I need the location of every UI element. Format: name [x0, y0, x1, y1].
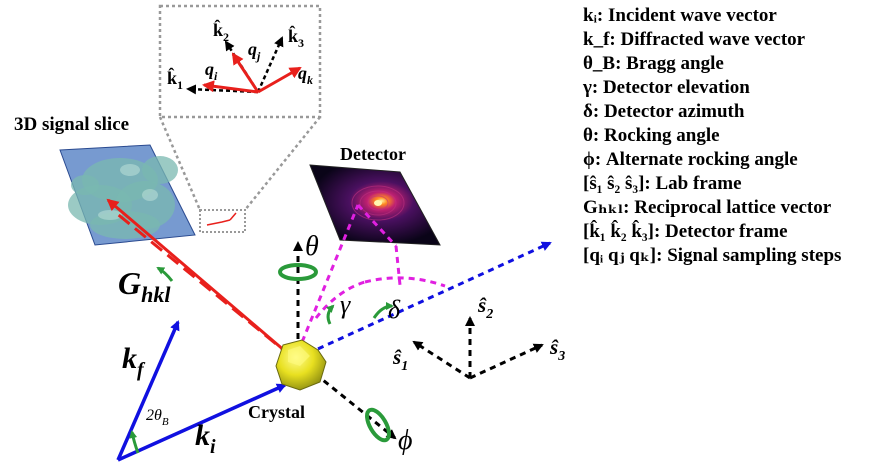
ki-vector [117, 383, 287, 462]
legend-ki: kᵢ: Incident wave vector [583, 5, 777, 26]
inset-k3-axis [256, 36, 284, 93]
inset-zoom: k̂1 k̂2 k̂3 qi qj qk [158, 4, 322, 233]
bragg-angle-label: 2θB [146, 407, 169, 428]
lab-s1-axis [412, 340, 471, 380]
crystal-label: Crystal [248, 402, 305, 422]
detector-panel [309, 164, 441, 246]
delta-label: δ [388, 295, 401, 324]
signal-slice [59, 144, 196, 246]
phi-axis [297, 358, 397, 440]
legend-theta: θ: Rocking angle [583, 125, 720, 146]
inset-k1-axis [186, 84, 259, 95]
legend-sampling-steps: [qᵢ qⱼ qₖ]: Signal sampling steps [583, 245, 842, 266]
inset-qk-vector [257, 66, 302, 94]
detector-angle-lines [296, 203, 446, 353]
inset-box [158, 4, 322, 119]
legend: kᵢ: Incident wave vector k_f: Diffracted… [583, 4, 873, 268]
crystal [275, 339, 327, 391]
kf-vector [116, 320, 180, 461]
ki-label: ki [195, 419, 216, 458]
gamma-label: γ [340, 290, 351, 319]
inset-k3-label: k̂3 [288, 25, 304, 50]
inset-qi-vector [202, 80, 259, 94]
legend-ghkl: Gₕₖₗ: Reciprocal lattice vector [583, 197, 832, 218]
detector [309, 164, 441, 246]
legend-lab-frame: [ŝ₁ ŝ₂ ŝ₃]: Lab frame [583, 173, 742, 194]
inset-k1-label: k̂1 [167, 67, 183, 92]
inset-qj-label: qj [248, 39, 261, 63]
ghkl-arc-arrow [156, 266, 174, 282]
lab-s1-label: ŝ1 [392, 345, 408, 374]
lab-s2-label: ŝ2 [477, 293, 493, 322]
detector-label: Detector [340, 144, 406, 164]
phi-label: ϕ [398, 425, 413, 456]
lab-s3-label: ŝ3 [549, 335, 565, 364]
bragg-arc-arrow [129, 430, 140, 454]
lab-axis-dashed [297, 241, 552, 360]
legend-gamma: γ: Detector elevation [583, 77, 750, 98]
phi-rotation-arrow [365, 407, 391, 443]
ghkl-dashed-line [114, 210, 293, 359]
gamma-arc-arrow [325, 304, 335, 325]
kf-label: kf [122, 342, 146, 381]
signal-slice-label: 3D signal slice [14, 114, 129, 135]
ghkl-vector [106, 198, 293, 359]
legend-delta: δ: Detector azimuth [583, 101, 745, 122]
theta-rotation-arrow [278, 263, 318, 281]
inset-qi-label: qi [205, 59, 218, 83]
inset-qj-vector [231, 52, 260, 93]
delta-arc-arrow [372, 302, 394, 319]
ghkl-label: Ghkl [118, 265, 171, 307]
inset-qk-label: qk [298, 63, 313, 87]
inset-k2-label: k̂2 [213, 19, 229, 44]
lab-s3-axis [469, 343, 544, 380]
signal-cloud [68, 156, 178, 239]
inset-source-box [199, 209, 246, 233]
legend-bragg-angle: θ_B: Bragg angle [583, 53, 724, 74]
legend-phi: ϕ: Alternate rocking angle [583, 149, 798, 170]
legend-kf: k_f: Diffracted wave vector [583, 29, 806, 50]
lab-frame: ŝ1 ŝ2 ŝ3 [392, 293, 565, 380]
legend-detector-frame: [k̂₁ k̂₂ k̂₃]: Detector frame [583, 221, 788, 242]
theta-label: θ [305, 231, 319, 262]
